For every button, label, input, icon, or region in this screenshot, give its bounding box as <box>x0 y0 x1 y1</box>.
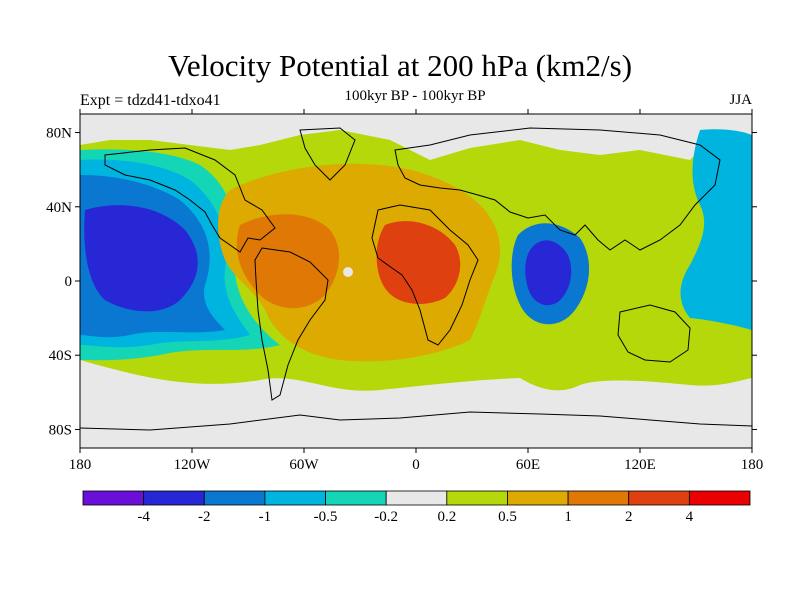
lat-tick-label: 0 <box>65 274 73 290</box>
colorbar-label: 0.2 <box>437 509 456 525</box>
lon-tick-label: 180 <box>741 457 764 473</box>
coastline-4 <box>394 127 721 251</box>
colorbar-label: -2 <box>198 509 211 525</box>
colorbar-swatch <box>203 490 266 506</box>
colorbar-label: -4 <box>137 509 150 525</box>
lon-tick-label: 120E <box>624 457 656 473</box>
colorbar-swatch <box>264 490 326 506</box>
chart-subtitle: 100kyr BP - 100kyr BP <box>344 88 486 104</box>
map-axes: 80N 40N 0 40S 80S 180 120W 60W 0 60E 120E 180 <box>46 109 763 473</box>
coastline-5 <box>617 304 691 363</box>
coastline-1 <box>299 127 356 181</box>
colorbar-swatch <box>628 490 690 506</box>
lon-tick-label: 60W <box>289 457 319 473</box>
coastline-3 <box>371 204 479 346</box>
experiment-label: Expt = tdzd41-tdxo41 <box>80 92 221 109</box>
colorbar-label: 4 <box>686 509 694 525</box>
lat-tick-label: 80N <box>46 126 72 142</box>
colorbar-swatch <box>82 490 145 506</box>
colorbar-swatch <box>507 490 569 506</box>
colorbar-label: 0.5 <box>498 509 517 525</box>
lat-tick-label: 80S <box>49 422 72 438</box>
colorbar-label: -0.2 <box>374 509 398 525</box>
contour-region-africa-maximum <box>376 221 461 304</box>
colorbar-label: 2 <box>625 509 633 525</box>
contour-region-atlantic-positive <box>218 163 500 362</box>
map-plot-area <box>80 114 752 448</box>
contour-region-north-cap-neutral <box>80 114 752 160</box>
contour-region-indian-ocean-minimum <box>525 240 572 306</box>
colorbar-swatch <box>446 490 508 506</box>
colorbar-swatch <box>143 490 205 506</box>
colorbar-swatch <box>385 490 448 506</box>
lon-tick-label: 60E <box>516 457 540 473</box>
lon-tick-label: 180 <box>69 457 92 473</box>
colorbar-label: -0.5 <box>314 509 338 525</box>
contour-region-west-pacific-negative <box>680 129 752 330</box>
lon-tick-label: 0 <box>412 457 420 473</box>
coastlines <box>80 127 752 431</box>
lat-tick-label: 40S <box>49 348 72 364</box>
colorbar-swatch <box>688 490 751 506</box>
coastline-0 <box>104 147 276 253</box>
coastline-6 <box>80 411 752 431</box>
colorbar-swatch <box>325 490 387 506</box>
contour-region-south-neutral-band <box>80 360 752 448</box>
colorbar-label: -1 <box>259 509 272 525</box>
colorbar-label: 1 <box>564 509 572 525</box>
coastline-2 <box>254 247 329 401</box>
colorbar-swatch <box>567 490 630 506</box>
contour-region-neutral-spot <box>343 267 353 277</box>
chart-title: Velocity Potential at 200 hPa (km2/s) <box>167 48 633 83</box>
lat-tick-label: 40N <box>46 200 72 216</box>
colorbar: -4 -2 -1 -0.5 -0.2 0.2 0.5 1 2 4 <box>82 490 751 525</box>
contour-region-east-pacific-minimum <box>84 205 198 312</box>
lon-tick-label: 120W <box>174 457 212 473</box>
season-label: JJA <box>729 92 752 108</box>
